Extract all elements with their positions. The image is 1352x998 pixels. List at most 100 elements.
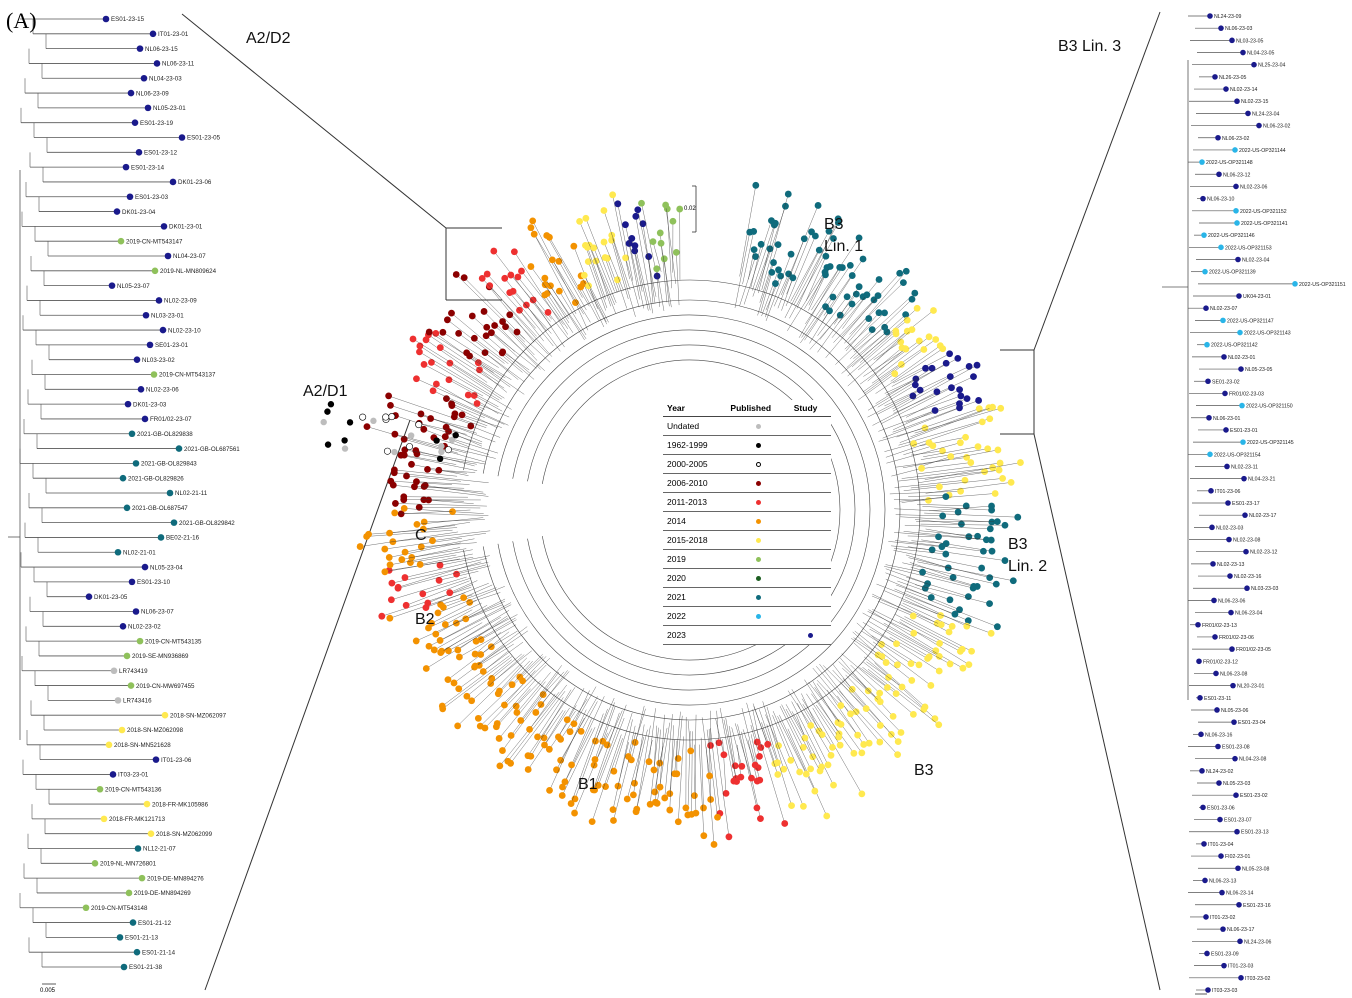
tree-branch bbox=[885, 442, 930, 458]
tree-branch bbox=[882, 407, 960, 439]
tip-label: NL05-23-06 bbox=[1221, 708, 1249, 714]
tree-branch bbox=[598, 718, 625, 786]
tree-branch bbox=[844, 271, 907, 344]
tip-dot bbox=[992, 580, 1000, 588]
tip-dot bbox=[954, 508, 962, 516]
tip-dot bbox=[444, 647, 452, 655]
tree-branch bbox=[923, 446, 979, 457]
legend-dot-icon bbox=[755, 614, 761, 619]
tip-dot bbox=[134, 845, 142, 852]
tree-branch bbox=[404, 454, 457, 465]
tip-dot bbox=[91, 860, 99, 867]
tip-dot bbox=[757, 815, 764, 823]
tip-dot bbox=[975, 405, 983, 413]
tip-dot bbox=[346, 419, 354, 426]
tip-dot bbox=[973, 361, 981, 369]
tree-branch bbox=[519, 310, 544, 342]
tip-dot bbox=[933, 388, 941, 396]
tip-label: NL02-23-09 bbox=[164, 298, 197, 305]
tip-dot bbox=[859, 255, 867, 263]
tip-dot bbox=[925, 496, 932, 504]
tree-branch bbox=[766, 706, 779, 746]
tip-dot bbox=[974, 532, 981, 540]
tree-branch bbox=[746, 702, 758, 743]
tip-dot bbox=[788, 802, 795, 810]
tip-dot bbox=[602, 783, 609, 790]
tree-branch bbox=[470, 425, 501, 438]
legend-published-cell bbox=[726, 416, 790, 436]
tree-branch bbox=[911, 450, 943, 456]
tip-dot bbox=[799, 743, 807, 751]
tree-branch bbox=[665, 205, 676, 284]
tree-branch bbox=[781, 277, 794, 311]
tip-dot bbox=[444, 676, 452, 684]
tip-dot bbox=[1199, 159, 1205, 165]
tree-branch bbox=[867, 348, 906, 382]
tree-branch bbox=[559, 291, 587, 336]
tree-branch bbox=[641, 203, 658, 278]
tree-branch bbox=[903, 531, 992, 541]
legend-dot-icon bbox=[755, 557, 761, 562]
tip-dot bbox=[852, 708, 860, 716]
tip-label: NL02-23-06 bbox=[1240, 184, 1268, 190]
tip-dot bbox=[169, 178, 177, 186]
tree-branch bbox=[811, 693, 855, 754]
tree-branch bbox=[873, 341, 901, 361]
tree-branch bbox=[475, 626, 528, 667]
tip-dot bbox=[413, 478, 420, 486]
scale-label-center: 0.02 bbox=[684, 206, 696, 212]
tree-branch bbox=[447, 644, 495, 680]
tree-branch bbox=[419, 345, 502, 400]
tip-dot bbox=[802, 770, 810, 778]
legend-dot-icon bbox=[755, 500, 761, 505]
tree-branch bbox=[785, 235, 816, 307]
tip-dot bbox=[467, 422, 475, 430]
tip-dot bbox=[997, 404, 1005, 412]
tree-branch bbox=[505, 326, 538, 361]
tree-branch bbox=[530, 227, 577, 314]
tip-dot bbox=[1221, 962, 1227, 969]
tip-dot bbox=[924, 655, 931, 662]
tip-dot bbox=[978, 564, 986, 572]
tree-branch bbox=[395, 415, 483, 445]
tip-label: 2022-US-OP321151 bbox=[1299, 282, 1346, 288]
tip-dot bbox=[638, 199, 645, 207]
tree-branch bbox=[611, 235, 636, 317]
tip-dot bbox=[772, 280, 779, 287]
tip-label: NL02-23-13 bbox=[1217, 562, 1245, 568]
tree-branch bbox=[894, 508, 959, 513]
tree-branch bbox=[368, 527, 458, 535]
tip-dot bbox=[991, 490, 999, 497]
tip-dot bbox=[1251, 61, 1257, 68]
tip-dot bbox=[909, 612, 917, 620]
tree-branch bbox=[583, 283, 605, 328]
tip-dot bbox=[927, 682, 935, 689]
tree-branch bbox=[441, 617, 501, 652]
tree-branch bbox=[674, 711, 681, 774]
tip-dot bbox=[825, 227, 833, 235]
legend-published-cell bbox=[726, 492, 790, 512]
tree-branch bbox=[886, 629, 951, 665]
tip-dot bbox=[967, 459, 975, 466]
tip-dot bbox=[436, 561, 444, 569]
tree-branch bbox=[816, 666, 880, 743]
tree-branch bbox=[431, 600, 477, 624]
tree-branch bbox=[419, 351, 500, 401]
tip-dot bbox=[385, 554, 393, 561]
tip-dot bbox=[753, 738, 761, 746]
tip-dot bbox=[935, 721, 943, 729]
tip-label: NL03-23-01 bbox=[151, 312, 184, 319]
tip-dot bbox=[462, 615, 470, 623]
tip-dot bbox=[1229, 37, 1235, 44]
tip-dot bbox=[1215, 743, 1221, 750]
legend-study-cell bbox=[789, 416, 831, 436]
tip-dot bbox=[945, 628, 953, 636]
tip-dot bbox=[935, 652, 943, 660]
tip-dot bbox=[443, 316, 451, 324]
tip-dot bbox=[865, 315, 873, 322]
tip-dot bbox=[510, 248, 518, 256]
tree-branch bbox=[904, 616, 972, 652]
tip-label: IT03-23-02 bbox=[1245, 976, 1270, 982]
tip-dot bbox=[458, 411, 466, 419]
tree-branch bbox=[434, 622, 483, 651]
